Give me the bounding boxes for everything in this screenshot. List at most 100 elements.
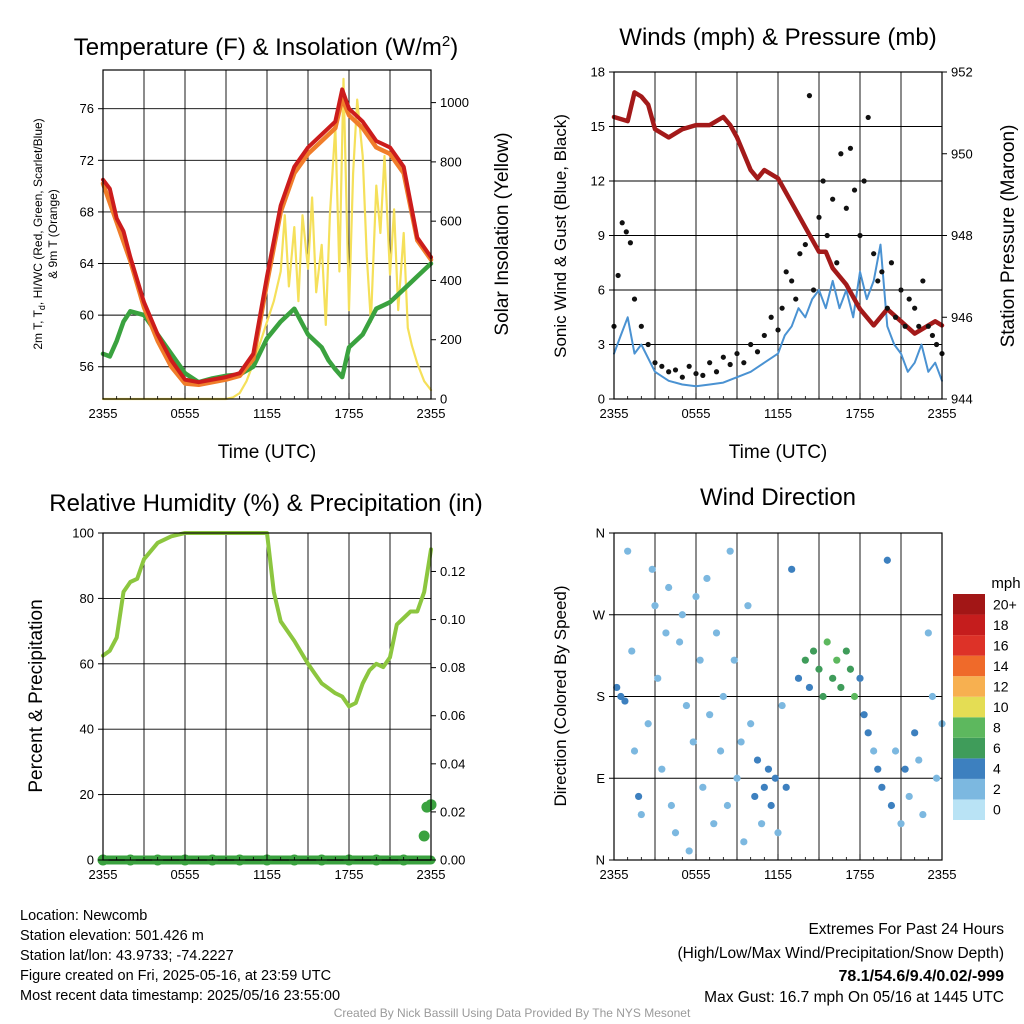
gust-point [879, 269, 885, 275]
credit-line: Created By Nick Bassill Using Data Provi… [333, 1006, 691, 1020]
direction-point [692, 592, 700, 601]
x-tick-label: 2355 [417, 867, 446, 882]
winds-grid [614, 72, 942, 399]
gust-point [875, 278, 881, 284]
gust-point [631, 296, 638, 302]
y2-tick-label: 400 [440, 273, 462, 288]
winds-xlabel: Time (UTC) [729, 442, 828, 463]
y-tick-label: E [596, 771, 605, 786]
x-tick-label: 2355 [600, 406, 629, 421]
y-tick-label: 72 [80, 153, 94, 168]
y-tick-label: 9 [598, 228, 605, 243]
direction-point [764, 765, 773, 773]
direction-point [767, 801, 775, 810]
direction-point [630, 747, 639, 755]
gust-point [816, 214, 822, 220]
legend-swatch [953, 635, 985, 656]
humidity-grid [103, 533, 431, 860]
temperature-ylabel-line2: & 9m T (Orange) [46, 189, 60, 279]
direction-point [905, 792, 913, 801]
legend-swatch [953, 778, 985, 800]
x-tick-label: 1155 [764, 406, 792, 421]
legend-label: 8 [993, 720, 1001, 736]
direction-point [891, 747, 900, 755]
gust-point [933, 341, 940, 348]
y2-tick-label: 0.08 [440, 660, 465, 675]
gust-point [720, 354, 726, 360]
direction-panel: Wind Direction 2355 0555 1155 1755 2355NESWN… [551, 484, 1021, 882]
legend-label: 2 [993, 781, 1001, 797]
direction-point [710, 820, 718, 828]
y2-tick-label: 0.10 [440, 612, 465, 627]
direction-point [915, 756, 923, 764]
y2-tick-label: 0.04 [440, 756, 465, 771]
legend-label: 6 [993, 740, 1001, 756]
y2-tick-label: 946 [951, 310, 973, 325]
direction-point [856, 674, 864, 682]
direction-point [744, 602, 752, 610]
gust-point [857, 232, 863, 239]
y-tick-label: 3 [598, 337, 605, 352]
legend-swatch [953, 676, 985, 697]
gust-point [865, 114, 871, 121]
humidity-ticks: 2355 0555 1155 1755 23550204060801000.000.02… [72, 526, 465, 883]
y-tick-label: 60 [80, 656, 94, 671]
direction-point [613, 683, 621, 692]
direction-point [758, 820, 766, 828]
direction-grid [614, 533, 942, 860]
direction-point [699, 783, 707, 791]
direction-point [833, 656, 841, 664]
direction-point [924, 629, 932, 637]
direction-point [689, 738, 697, 746]
gust-point [806, 93, 813, 99]
gust-point [679, 374, 685, 380]
x-tick-label: 2355 [89, 867, 118, 882]
x-tick-label: 2355 [928, 406, 957, 421]
direction-point [733, 774, 741, 782]
station-elevation: Station elevation: 501.426 m [20, 928, 204, 944]
y2-tick-label: 950 [951, 146, 973, 161]
direction-point [717, 747, 725, 755]
gust-point [920, 278, 926, 284]
winds-ticks: 2355 0555 1155 1755 235503691215189449469489… [591, 65, 973, 422]
direction-point [648, 565, 656, 573]
direction-point [682, 701, 691, 710]
y-tick-label: 18 [591, 65, 605, 80]
gust-point [861, 178, 867, 184]
direction-point [919, 810, 927, 819]
legend-swatch [953, 696, 985, 718]
direction-point [805, 683, 814, 692]
legend-swatch [953, 799, 985, 820]
y-tick-label: 100 [72, 526, 94, 541]
direction-point [723, 801, 732, 810]
y2-tick-label: 948 [951, 228, 973, 243]
direction-point [753, 756, 762, 764]
gust-point [700, 372, 706, 378]
x-tick-label: 1155 [764, 867, 792, 882]
gust-point [830, 196, 836, 202]
temperature-y2label: Solar Insolation (Yellow) [492, 132, 513, 335]
direction-point [730, 656, 738, 664]
gust-point [912, 305, 918, 311]
y-tick-label: 0 [87, 853, 94, 868]
gust-point [871, 251, 877, 257]
gust-point [652, 360, 658, 366]
direction-title: Wind Direction [700, 484, 856, 511]
x-tick-label: 1155 [253, 867, 281, 882]
direction-point [665, 583, 673, 592]
direction-point [778, 701, 786, 710]
station-info: Location: Newcomb Station elevation: 501… [20, 906, 340, 1006]
direction-legend: 0 2 4 6 8 10 12 14 16 18 20+ [953, 594, 1017, 820]
legend-swatch [953, 614, 985, 636]
y-tick-label: 15 [591, 119, 605, 134]
direction-point [651, 602, 659, 610]
direction-point [760, 783, 768, 791]
humidity-ylabel: Percent & Precipitation [26, 599, 47, 792]
temperature-ylabel: 2m T, Td, HI/WC (Red, Green, Scarlet/Blu… [31, 118, 47, 349]
direction-point [883, 556, 891, 564]
gust-point [748, 341, 754, 348]
direction-point [819, 692, 827, 701]
legend-label: 16 [993, 637, 1009, 653]
direction-point [635, 792, 643, 801]
gust-point [810, 287, 817, 293]
